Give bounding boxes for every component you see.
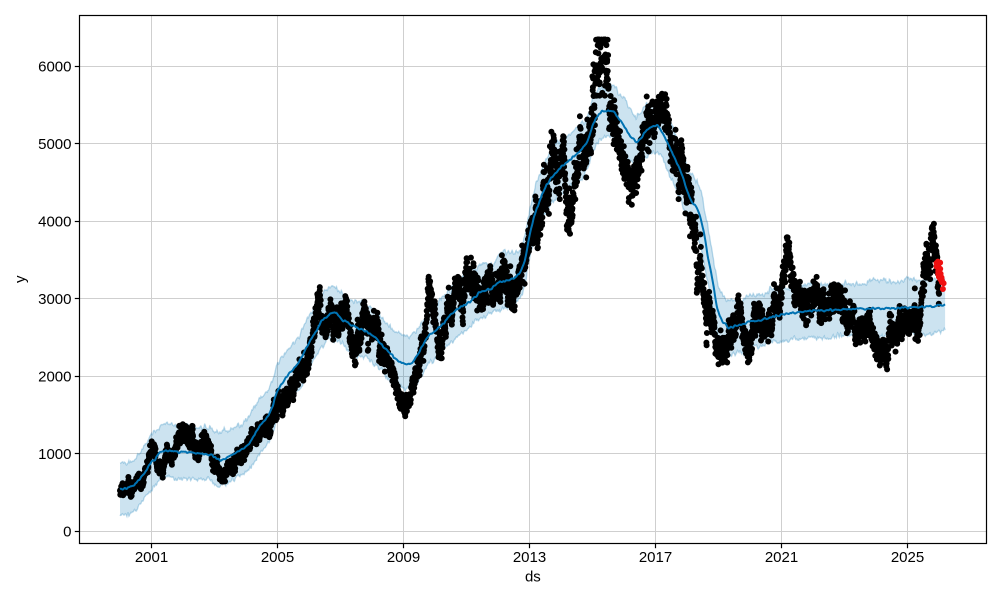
svg-text:y: y xyxy=(12,275,29,283)
svg-text:3000: 3000 xyxy=(38,291,71,308)
svg-text:2025: 2025 xyxy=(891,549,924,566)
svg-text:6000: 6000 xyxy=(38,58,71,75)
svg-text:4000: 4000 xyxy=(38,213,71,230)
svg-text:0: 0 xyxy=(63,523,71,540)
svg-text:2000: 2000 xyxy=(38,368,71,385)
svg-text:2013: 2013 xyxy=(513,549,546,566)
svg-text:2021: 2021 xyxy=(765,549,798,566)
svg-text:2017: 2017 xyxy=(639,549,672,566)
svg-text:2001: 2001 xyxy=(135,549,168,566)
svg-text:2009: 2009 xyxy=(387,549,420,566)
svg-text:ds: ds xyxy=(525,569,541,586)
svg-text:2005: 2005 xyxy=(261,549,294,566)
svg-text:5000: 5000 xyxy=(38,136,71,153)
svg-text:1000: 1000 xyxy=(38,446,71,463)
